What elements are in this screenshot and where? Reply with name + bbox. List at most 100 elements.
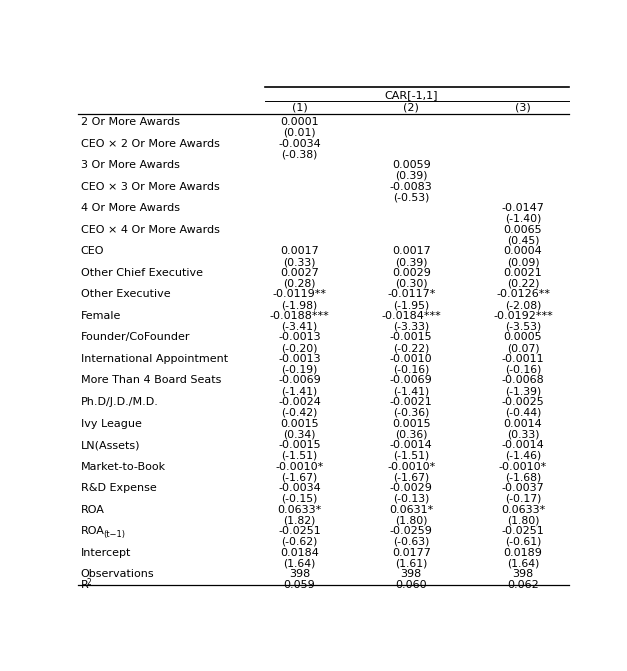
Text: Founder/CoFounder: Founder/CoFounder bbox=[81, 332, 191, 342]
Text: (0.30): (0.30) bbox=[395, 278, 428, 289]
Text: More Than 4 Board Seats: More Than 4 Board Seats bbox=[81, 376, 221, 385]
Text: (-1.95): (-1.95) bbox=[393, 300, 429, 310]
Text: CEO × 4 Or More Awards: CEO × 4 Or More Awards bbox=[81, 225, 219, 235]
Text: (-1.46): (-1.46) bbox=[505, 451, 541, 461]
Text: (0.34): (0.34) bbox=[283, 429, 316, 440]
Text: (-0.38): (-0.38) bbox=[282, 150, 318, 159]
Text: (-2.08): (-2.08) bbox=[505, 300, 541, 310]
Text: -0.0147: -0.0147 bbox=[502, 203, 544, 213]
Text: (0.39): (0.39) bbox=[395, 257, 428, 267]
Text: 0.0177: 0.0177 bbox=[392, 548, 431, 558]
Text: (-0.15): (-0.15) bbox=[282, 494, 318, 504]
Text: -0.0068: -0.0068 bbox=[502, 376, 544, 385]
Text: (3): (3) bbox=[515, 103, 531, 113]
Text: -0.0034: -0.0034 bbox=[278, 139, 321, 148]
Text: ROA: ROA bbox=[81, 505, 105, 515]
Text: 3 Or More Awards: 3 Or More Awards bbox=[81, 160, 180, 170]
Text: 398: 398 bbox=[512, 569, 534, 579]
Text: 2: 2 bbox=[87, 578, 92, 587]
Text: 0.0015: 0.0015 bbox=[392, 419, 431, 429]
Text: (0.33): (0.33) bbox=[283, 257, 316, 267]
Text: (0.33): (0.33) bbox=[507, 429, 539, 440]
Text: (1.64): (1.64) bbox=[507, 558, 539, 568]
Text: (-1.41): (-1.41) bbox=[393, 386, 429, 397]
Text: -0.0192***: -0.0192*** bbox=[493, 311, 553, 321]
Text: (-3.41): (-3.41) bbox=[282, 321, 318, 331]
Text: Female: Female bbox=[81, 311, 121, 321]
Text: (-0.63): (-0.63) bbox=[393, 537, 429, 547]
Text: (-0.16): (-0.16) bbox=[393, 365, 429, 374]
Text: -0.0011: -0.0011 bbox=[502, 354, 544, 364]
Text: Other Chief Executive: Other Chief Executive bbox=[81, 268, 203, 278]
Text: (0.07): (0.07) bbox=[507, 343, 539, 353]
Text: -0.0083: -0.0083 bbox=[390, 182, 433, 192]
Text: -0.0010*: -0.0010* bbox=[499, 462, 547, 472]
Text: (-0.42): (-0.42) bbox=[282, 408, 318, 418]
Text: 0.060: 0.060 bbox=[396, 580, 427, 590]
Text: 398: 398 bbox=[401, 569, 422, 579]
Text: (-1.67): (-1.67) bbox=[393, 472, 429, 482]
Text: -0.0259: -0.0259 bbox=[390, 526, 433, 536]
Text: (-0.13): (-0.13) bbox=[393, 494, 429, 504]
Text: (-0.44): (-0.44) bbox=[505, 408, 541, 418]
Text: 0.0027: 0.0027 bbox=[280, 268, 319, 278]
Text: -0.0117*: -0.0117* bbox=[387, 289, 435, 299]
Text: -0.0015: -0.0015 bbox=[278, 440, 321, 450]
Text: -0.0015: -0.0015 bbox=[390, 332, 433, 342]
Text: International Appointment: International Appointment bbox=[81, 354, 228, 364]
Text: (-1.68): (-1.68) bbox=[505, 472, 541, 482]
Text: (0.45): (0.45) bbox=[507, 236, 539, 246]
Text: (1): (1) bbox=[292, 103, 307, 113]
Text: 0.0004: 0.0004 bbox=[503, 246, 542, 256]
Text: (-1.67): (-1.67) bbox=[282, 472, 318, 482]
Text: Observations: Observations bbox=[81, 569, 154, 579]
Text: CEO × 3 Or More Awards: CEO × 3 Or More Awards bbox=[81, 182, 219, 192]
Text: -0.0021: -0.0021 bbox=[390, 397, 433, 407]
Text: CAR[-1,1]: CAR[-1,1] bbox=[384, 90, 438, 100]
Text: -0.0010*: -0.0010* bbox=[387, 462, 435, 472]
Text: (-0.22): (-0.22) bbox=[393, 343, 429, 353]
Text: CEO × 2 Or More Awards: CEO × 2 Or More Awards bbox=[81, 139, 219, 148]
Text: ROA: ROA bbox=[81, 526, 105, 536]
Text: (0.01): (0.01) bbox=[283, 127, 316, 138]
Text: (-0.16): (-0.16) bbox=[505, 365, 541, 374]
Text: 0.0631*: 0.0631* bbox=[389, 505, 433, 515]
Text: Ivy League: Ivy League bbox=[81, 419, 142, 429]
Text: CEO: CEO bbox=[81, 246, 104, 256]
Text: -0.0069: -0.0069 bbox=[390, 376, 433, 385]
Text: -0.0034: -0.0034 bbox=[278, 483, 321, 493]
Text: 0.0633*: 0.0633* bbox=[501, 505, 545, 515]
Text: -0.0013: -0.0013 bbox=[278, 332, 321, 342]
Text: 0.0021: 0.0021 bbox=[503, 268, 542, 278]
Text: (t−1): (t−1) bbox=[103, 530, 125, 539]
Text: 0.0633*: 0.0633* bbox=[277, 505, 322, 515]
Text: 0.059: 0.059 bbox=[283, 580, 315, 590]
Text: 0.0029: 0.0029 bbox=[392, 268, 431, 278]
Text: (-1.39): (-1.39) bbox=[505, 386, 541, 397]
Text: (-1.51): (-1.51) bbox=[393, 451, 429, 461]
Text: (1.82): (1.82) bbox=[283, 515, 315, 525]
Text: -0.0025: -0.0025 bbox=[502, 397, 544, 407]
Text: 0.062: 0.062 bbox=[507, 580, 539, 590]
Text: (-0.19): (-0.19) bbox=[282, 365, 318, 374]
Text: 0.0065: 0.0065 bbox=[503, 225, 542, 235]
Text: -0.0251: -0.0251 bbox=[278, 526, 321, 536]
Text: 0.0005: 0.0005 bbox=[503, 332, 542, 342]
Text: Market-to-Book: Market-to-Book bbox=[81, 462, 166, 472]
Text: (-0.61): (-0.61) bbox=[505, 537, 541, 547]
Text: R&D Expense: R&D Expense bbox=[81, 483, 157, 493]
Text: (1.64): (1.64) bbox=[283, 558, 315, 568]
Text: 0.0014: 0.0014 bbox=[503, 419, 542, 429]
Text: (-3.33): (-3.33) bbox=[393, 321, 429, 331]
Text: 398: 398 bbox=[289, 569, 310, 579]
Text: -0.0029: -0.0029 bbox=[390, 483, 433, 493]
Text: -0.0013: -0.0013 bbox=[278, 354, 321, 364]
Text: (-0.36): (-0.36) bbox=[393, 408, 429, 418]
Text: -0.0251: -0.0251 bbox=[502, 526, 544, 536]
Text: (0.09): (0.09) bbox=[507, 257, 539, 267]
Text: -0.0014: -0.0014 bbox=[390, 440, 433, 450]
Text: (0.22): (0.22) bbox=[507, 278, 539, 289]
Text: 2 Or More Awards: 2 Or More Awards bbox=[81, 117, 180, 127]
Text: (-0.17): (-0.17) bbox=[505, 494, 541, 504]
Text: -0.0037: -0.0037 bbox=[502, 483, 544, 493]
